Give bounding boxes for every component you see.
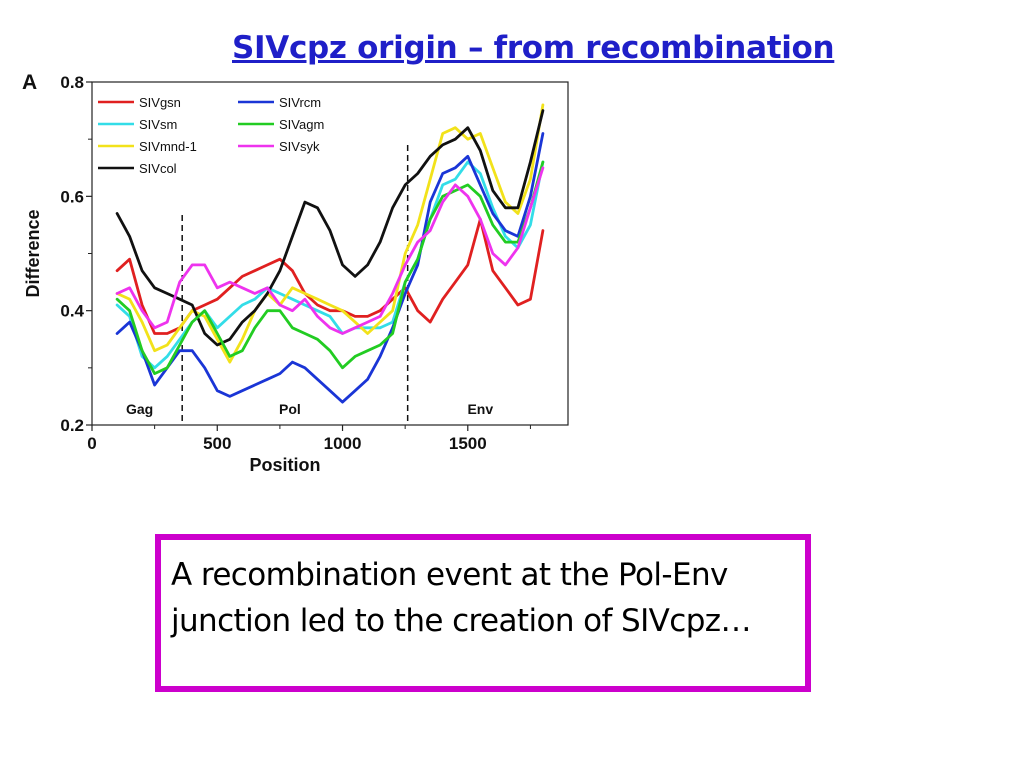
axes-layer: Gag Pol Env 0 500 1000 1500 0.2 0.4 0.6 0.8 Positio… <box>22 71 531 475</box>
legend-label-sivmnd-1: SIVmnd-1 <box>139 139 197 154</box>
y-tick-label: 0.8 <box>60 73 84 92</box>
line-chart: Gag Pol Env 0 500 1000 1500 0.2 0.4 0.6 0.8 Positio… <box>22 71 569 475</box>
series-layer <box>115 103 545 404</box>
x-tick-label: 1500 <box>449 434 487 453</box>
note-text: A recombination event at the Pol-Env jun… <box>171 557 751 639</box>
x-tick-label: 1000 <box>324 434 362 453</box>
note-box: A recombination event at the Pol-Env jun… <box>155 534 811 692</box>
legend: SIVgsn SIVrcm SIVsm SIVagm SIVmnd-1 SIVsyk SIV… <box>98 95 324 176</box>
region-label-env: Env <box>467 401 493 417</box>
series-line-sivcol <box>115 109 545 347</box>
legend-label-sivrcm: SIVrcm <box>279 95 321 110</box>
region-label-gag: Gag <box>126 401 153 417</box>
series-line-sivsyk <box>115 166 545 335</box>
y-axis-title: Difference <box>23 209 43 297</box>
x-tick-label: 500 <box>203 434 231 453</box>
legend-label-sivcol: SIVcol <box>139 161 177 176</box>
region-label-pol: Pol <box>279 401 301 417</box>
series-line-sivrcm <box>115 132 545 404</box>
panel-label: A <box>22 71 37 94</box>
legend-label-sivsm: SIVsm <box>139 117 177 132</box>
series-line-sivagm <box>115 160 545 376</box>
x-tick-label: 0 <box>87 434 96 453</box>
legend-label-sivgsn: SIVgsn <box>139 95 181 110</box>
x-axis-title: Position <box>250 455 321 475</box>
y-tick-label: 0.2 <box>60 416 84 435</box>
legend-label-sivagm: SIVagm <box>279 117 324 132</box>
legend-label-sivsyk: SIVsyk <box>279 139 320 154</box>
y-tick-label: 0.4 <box>60 302 84 321</box>
y-tick-label: 0.6 <box>60 187 84 206</box>
slide-title: SIVcpz origin – from recombination <box>232 30 835 66</box>
